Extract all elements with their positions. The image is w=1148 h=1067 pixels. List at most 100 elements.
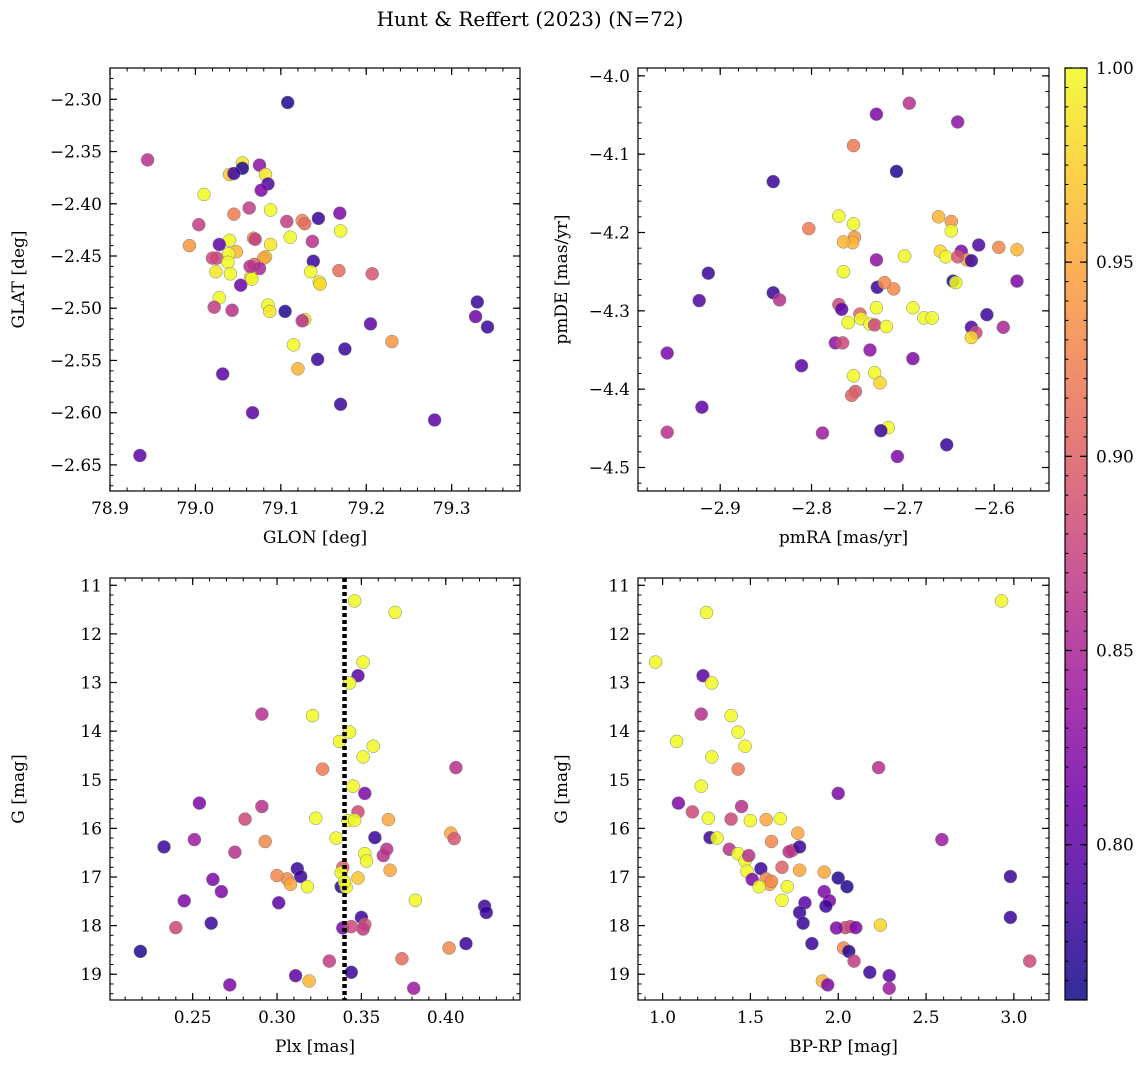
x-tick-label: −2.9 — [700, 499, 741, 519]
data-point — [295, 314, 309, 328]
data-point — [841, 315, 855, 330]
data-point — [696, 668, 710, 683]
data-point — [782, 844, 796, 859]
x-tick-label: −2.6 — [974, 499, 1015, 519]
data-point — [305, 234, 320, 249]
points-glon-glat — [133, 95, 495, 463]
data-point — [773, 811, 788, 826]
data-point — [669, 734, 684, 749]
data-point — [964, 253, 979, 268]
data-point — [701, 811, 716, 825]
data-point — [994, 594, 1009, 608]
data-point — [283, 230, 297, 244]
data-point — [214, 884, 229, 899]
data-point — [897, 249, 912, 263]
data-point — [140, 153, 155, 167]
data-point — [225, 303, 239, 318]
data-point — [212, 237, 227, 252]
axes-frame — [637, 67, 1050, 492]
data-point — [867, 318, 882, 332]
data-point — [366, 739, 380, 753]
data-point — [258, 834, 272, 849]
data-point — [332, 263, 346, 278]
data-point — [863, 965, 877, 980]
data-point — [835, 336, 850, 350]
y-tick-label: −2.65 — [50, 456, 102, 476]
data-point — [802, 221, 816, 236]
data-point — [303, 264, 318, 279]
x-tick-label: 0.40 — [427, 1008, 465, 1028]
y-tick-label: −4.0 — [589, 67, 630, 87]
data-point — [950, 115, 965, 129]
data-point — [311, 211, 326, 226]
data-point — [873, 376, 887, 390]
data-point — [836, 264, 851, 279]
data-point — [223, 978, 237, 992]
data-point — [288, 968, 303, 983]
data-point — [980, 307, 994, 322]
data-point — [206, 872, 220, 887]
x-tick-label: 78.9 — [91, 499, 129, 519]
data-point — [177, 894, 191, 908]
data-point — [724, 708, 738, 723]
data-point — [245, 272, 259, 286]
data-point — [333, 206, 347, 220]
data-point — [874, 423, 888, 438]
data-point — [671, 796, 686, 810]
points-plx-g — [133, 594, 494, 996]
x-tick-label: 1.5 — [737, 1008, 764, 1028]
data-point — [1010, 242, 1024, 257]
data-point — [775, 893, 789, 908]
colorbar-tick-label: 0.90 — [1096, 447, 1134, 467]
y-tick-label: −4.1 — [589, 145, 630, 165]
data-point — [902, 96, 917, 110]
data-point — [468, 309, 483, 324]
data-point — [819, 899, 833, 913]
data-point — [207, 300, 221, 314]
x-tick-label: 79.0 — [176, 499, 214, 519]
data-point — [996, 320, 1011, 335]
data-point — [395, 951, 409, 966]
x-tick-label: 3.0 — [1000, 1008, 1027, 1028]
data-point — [204, 916, 218, 930]
x-tick-label: 1.0 — [649, 1008, 676, 1028]
y-tick-label: 11 — [80, 576, 102, 596]
data-point — [368, 830, 382, 845]
data-point — [882, 968, 896, 983]
y-axis-label: G [mag] — [552, 754, 572, 823]
y-tick-label: −2.45 — [50, 247, 102, 267]
y-tick-label: 13 — [608, 674, 630, 694]
data-point — [846, 369, 861, 383]
data-point — [333, 397, 348, 412]
data-point — [820, 978, 835, 992]
data-point — [705, 676, 719, 690]
data-point — [869, 107, 884, 121]
data-point — [731, 725, 745, 739]
y-tick-label: 17 — [80, 868, 102, 888]
data-point — [766, 174, 780, 189]
data-point — [262, 304, 277, 319]
data-point — [939, 438, 954, 452]
y-axis-label: pmDE [mas/yr] — [552, 214, 572, 344]
data-point — [363, 317, 378, 331]
y-tick-label: 16 — [80, 819, 102, 839]
x-tick-label: 0.25 — [174, 1008, 212, 1028]
data-point — [280, 95, 295, 110]
data-point — [280, 214, 294, 229]
data-point — [752, 879, 766, 894]
y-tick-label: 13 — [80, 674, 102, 694]
data-point — [381, 812, 396, 827]
data-point — [731, 762, 745, 776]
y-tick-label: −2.55 — [50, 351, 102, 371]
data-point — [315, 762, 330, 776]
data-point — [447, 831, 461, 846]
data-point — [215, 367, 230, 381]
data-point — [406, 981, 421, 996]
y-tick-label: −2.40 — [50, 195, 102, 215]
data-point — [442, 941, 456, 955]
data-point — [255, 799, 269, 814]
data-point — [805, 936, 819, 951]
data-point — [775, 860, 789, 875]
data-point — [245, 405, 260, 420]
